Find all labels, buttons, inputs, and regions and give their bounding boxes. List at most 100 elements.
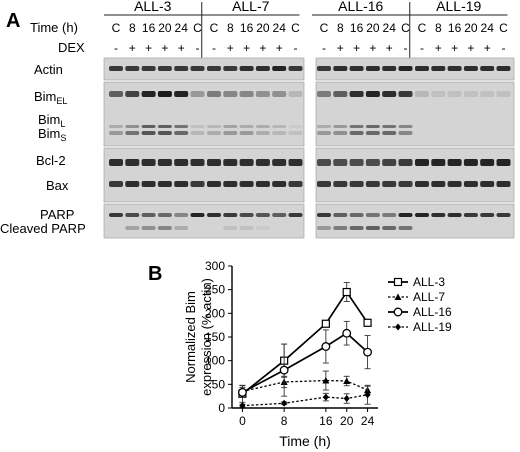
dex-mark: + bbox=[369, 41, 376, 55]
band-parp bbox=[174, 213, 189, 217]
band-parp bbox=[415, 213, 429, 217]
band-bimL bbox=[317, 125, 331, 128]
row-label-bcl2: Bcl-2 bbox=[36, 153, 66, 168]
band-bimEL bbox=[349, 91, 364, 97]
band-bcl2 bbox=[398, 159, 413, 166]
panel-b-letter: B bbox=[148, 263, 162, 285]
band-bimL bbox=[398, 125, 413, 128]
y-axis-title-line-1: Normalized Bim bbox=[183, 291, 198, 383]
band-bimS bbox=[157, 131, 172, 135]
band-bimS bbox=[190, 131, 205, 135]
time-point-label: 24 bbox=[175, 21, 189, 35]
band-bcl2 bbox=[365, 159, 380, 166]
dex-mark: + bbox=[386, 41, 393, 55]
row-label-bim-el-sub: EL bbox=[56, 96, 67, 106]
band-bcl2 bbox=[496, 159, 511, 166]
band-bax bbox=[141, 181, 156, 187]
cell-line-label-all-3: ALL-3 bbox=[134, 0, 172, 14]
dex-mark: + bbox=[145, 41, 152, 55]
row-label-bim-el-base: Bim bbox=[34, 89, 56, 104]
band-bimS bbox=[398, 131, 413, 135]
band-parp bbox=[125, 213, 140, 217]
band-actin bbox=[480, 66, 495, 71]
x-tick-label: 0 bbox=[239, 414, 246, 428]
band-bimEL bbox=[174, 91, 189, 97]
row-label-bim-s-base: Bim bbox=[38, 126, 60, 141]
band-bax bbox=[333, 181, 348, 187]
y-axis-title: Normalized Bimexpression (% actin) bbox=[183, 278, 214, 396]
data-point-all-19 bbox=[239, 402, 246, 410]
band-parp bbox=[398, 213, 413, 217]
dex-mark: - bbox=[404, 41, 408, 55]
time-point-label: 24 bbox=[273, 21, 287, 35]
time-point-label: C bbox=[193, 21, 202, 35]
band-bimEL bbox=[272, 91, 287, 97]
legend-marker-all-16 bbox=[393, 307, 403, 317]
band-actin bbox=[125, 66, 140, 71]
dex-mark: - bbox=[322, 41, 326, 55]
band-parp bbox=[239, 213, 254, 217]
time-point-label: 16 bbox=[142, 21, 156, 35]
band-bcl2 bbox=[480, 159, 495, 166]
band-bcl2 bbox=[447, 159, 462, 166]
band-bax bbox=[272, 181, 287, 187]
time-point-label: 24 bbox=[481, 21, 495, 35]
blot-panel bbox=[315, 147, 515, 203]
cell-line-label-all-7: ALL-7 bbox=[232, 0, 270, 14]
band-actin bbox=[288, 66, 303, 71]
band-bimS bbox=[288, 131, 303, 135]
cell-line-label-all-19: ALL-19 bbox=[436, 0, 481, 14]
band-bax bbox=[447, 181, 462, 187]
band-bimEL bbox=[431, 91, 446, 97]
time-point-label: C bbox=[499, 21, 508, 35]
band-bcl2 bbox=[463, 159, 478, 166]
band-actin bbox=[349, 66, 364, 71]
band-bimS bbox=[239, 131, 254, 135]
band-bimEL bbox=[125, 91, 140, 97]
y-tick-label: 250 bbox=[205, 283, 225, 297]
band-bimEL bbox=[415, 91, 429, 97]
band-parp bbox=[207, 213, 221, 217]
band-bimL bbox=[349, 125, 364, 128]
band-parp bbox=[223, 213, 238, 217]
dex-mark: - bbox=[196, 41, 200, 55]
band-bimEL bbox=[109, 91, 123, 97]
x-tick-label: 16 bbox=[319, 414, 333, 428]
band-parp bbox=[496, 213, 511, 217]
data-point-all-19 bbox=[364, 391, 371, 399]
cell-line-label-all-16: ALL-16 bbox=[338, 0, 383, 14]
band-actin bbox=[463, 66, 478, 71]
band-bcl2 bbox=[207, 159, 221, 166]
band-bax bbox=[255, 181, 270, 187]
band-bax bbox=[365, 181, 380, 187]
time-point-label: 24 bbox=[383, 21, 397, 35]
band-actin bbox=[447, 66, 462, 71]
band-bax bbox=[496, 181, 511, 187]
legend-entry-all-16: ALL-16 bbox=[388, 305, 452, 319]
band-bimL bbox=[125, 125, 140, 128]
dex-mark: + bbox=[276, 41, 283, 55]
band-actin bbox=[415, 66, 429, 71]
y-tick-label: 50 bbox=[212, 377, 226, 391]
band-bimL bbox=[382, 125, 397, 128]
y-tick-label: 150 bbox=[205, 330, 225, 344]
band-bimEL bbox=[496, 91, 511, 97]
y-axis-title-line-2: expression (% actin) bbox=[199, 278, 214, 396]
band-parp bbox=[480, 213, 495, 217]
band-bcl2 bbox=[190, 159, 205, 166]
band-bimEL bbox=[480, 91, 495, 97]
time-point-label: 20 bbox=[256, 21, 270, 35]
band-bimS bbox=[382, 131, 397, 135]
band-bax bbox=[288, 181, 303, 187]
row-label-bax: Bax bbox=[46, 178, 69, 193]
band-cleaved bbox=[174, 226, 189, 230]
band-parp bbox=[255, 213, 270, 217]
legend-entry-all-19: ALL-19 bbox=[388, 320, 452, 334]
band-bimEL bbox=[333, 91, 348, 97]
row-label-bim-l-base: Bim bbox=[38, 112, 60, 127]
band-bimL bbox=[365, 125, 380, 128]
band-bax bbox=[125, 181, 140, 187]
band-bcl2 bbox=[333, 159, 348, 166]
band-bimEL bbox=[447, 91, 462, 97]
row-label-parp: PARP bbox=[40, 207, 74, 222]
